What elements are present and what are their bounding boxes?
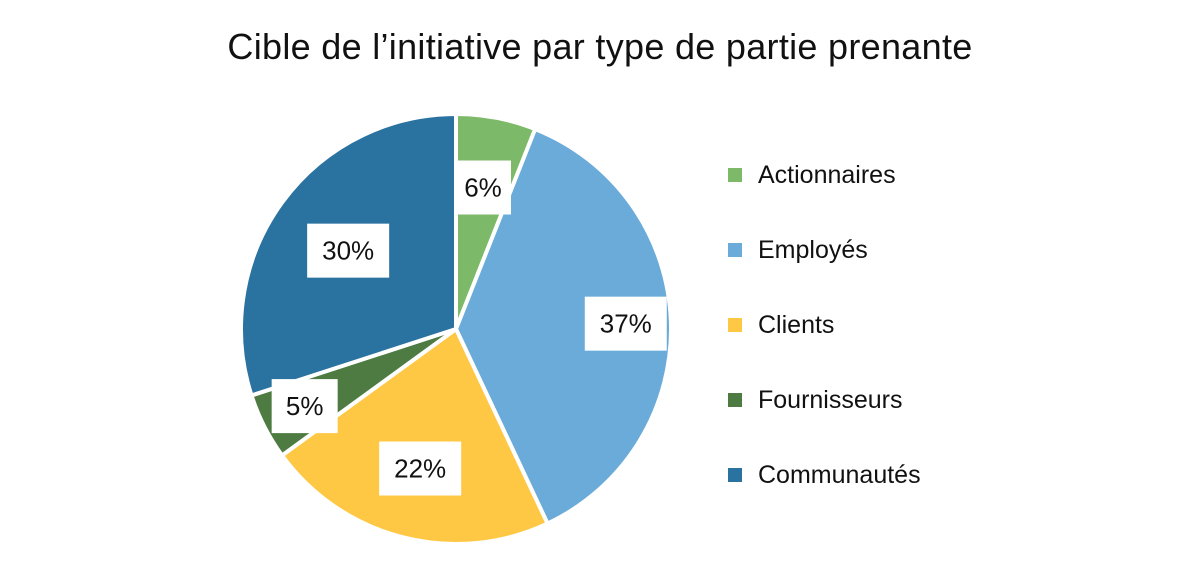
legend-swatch [728, 318, 742, 332]
legend-item-actionnaires: Actionnaires [728, 156, 921, 194]
data-label-text: 30% [322, 236, 374, 266]
legend-label: Employés [758, 235, 868, 264]
data-label-fournisseurs: 5% [271, 379, 338, 434]
data-label-communautes: 30% [307, 223, 390, 278]
data-label-box [454, 160, 511, 215]
data-label-box [584, 296, 667, 351]
data-label-text: 22% [394, 454, 446, 484]
data-label-box [379, 441, 462, 496]
legend-label: Clients [758, 310, 835, 339]
legend-label: Actionnaires [758, 160, 896, 189]
legend-item-employes: Employés [728, 231, 921, 269]
legend-item-communautes: Communautés [728, 456, 921, 494]
legend-swatch [728, 243, 742, 257]
data-label-clients: 22% [379, 441, 462, 496]
data-label-box [271, 379, 338, 434]
chart-title: Cible de l’initiative par type de partie… [227, 26, 973, 67]
legend-item-clients: Clients [728, 306, 921, 344]
legend: Actionnaires Employés Clients Fournisseurs C… [728, 156, 921, 531]
pie-slice-clients [280, 327, 550, 546]
data-label-employes: 37% [584, 296, 667, 351]
legend-swatch [728, 393, 742, 407]
legend-swatch [728, 168, 742, 182]
data-label-actionnaires: 6% [454, 160, 511, 215]
legend-swatch [728, 468, 742, 482]
legend-label: Communautés [758, 460, 921, 489]
pie-slice-employes [454, 127, 673, 526]
legend-item-fournisseurs: Fournisseurs [728, 381, 921, 419]
data-label-text: 37% [600, 309, 652, 339]
data-label-box [307, 223, 390, 278]
legend-label: Fournisseurs [758, 385, 903, 414]
data-label-text: 5% [286, 391, 324, 421]
data-label-text: 6% [464, 173, 502, 203]
